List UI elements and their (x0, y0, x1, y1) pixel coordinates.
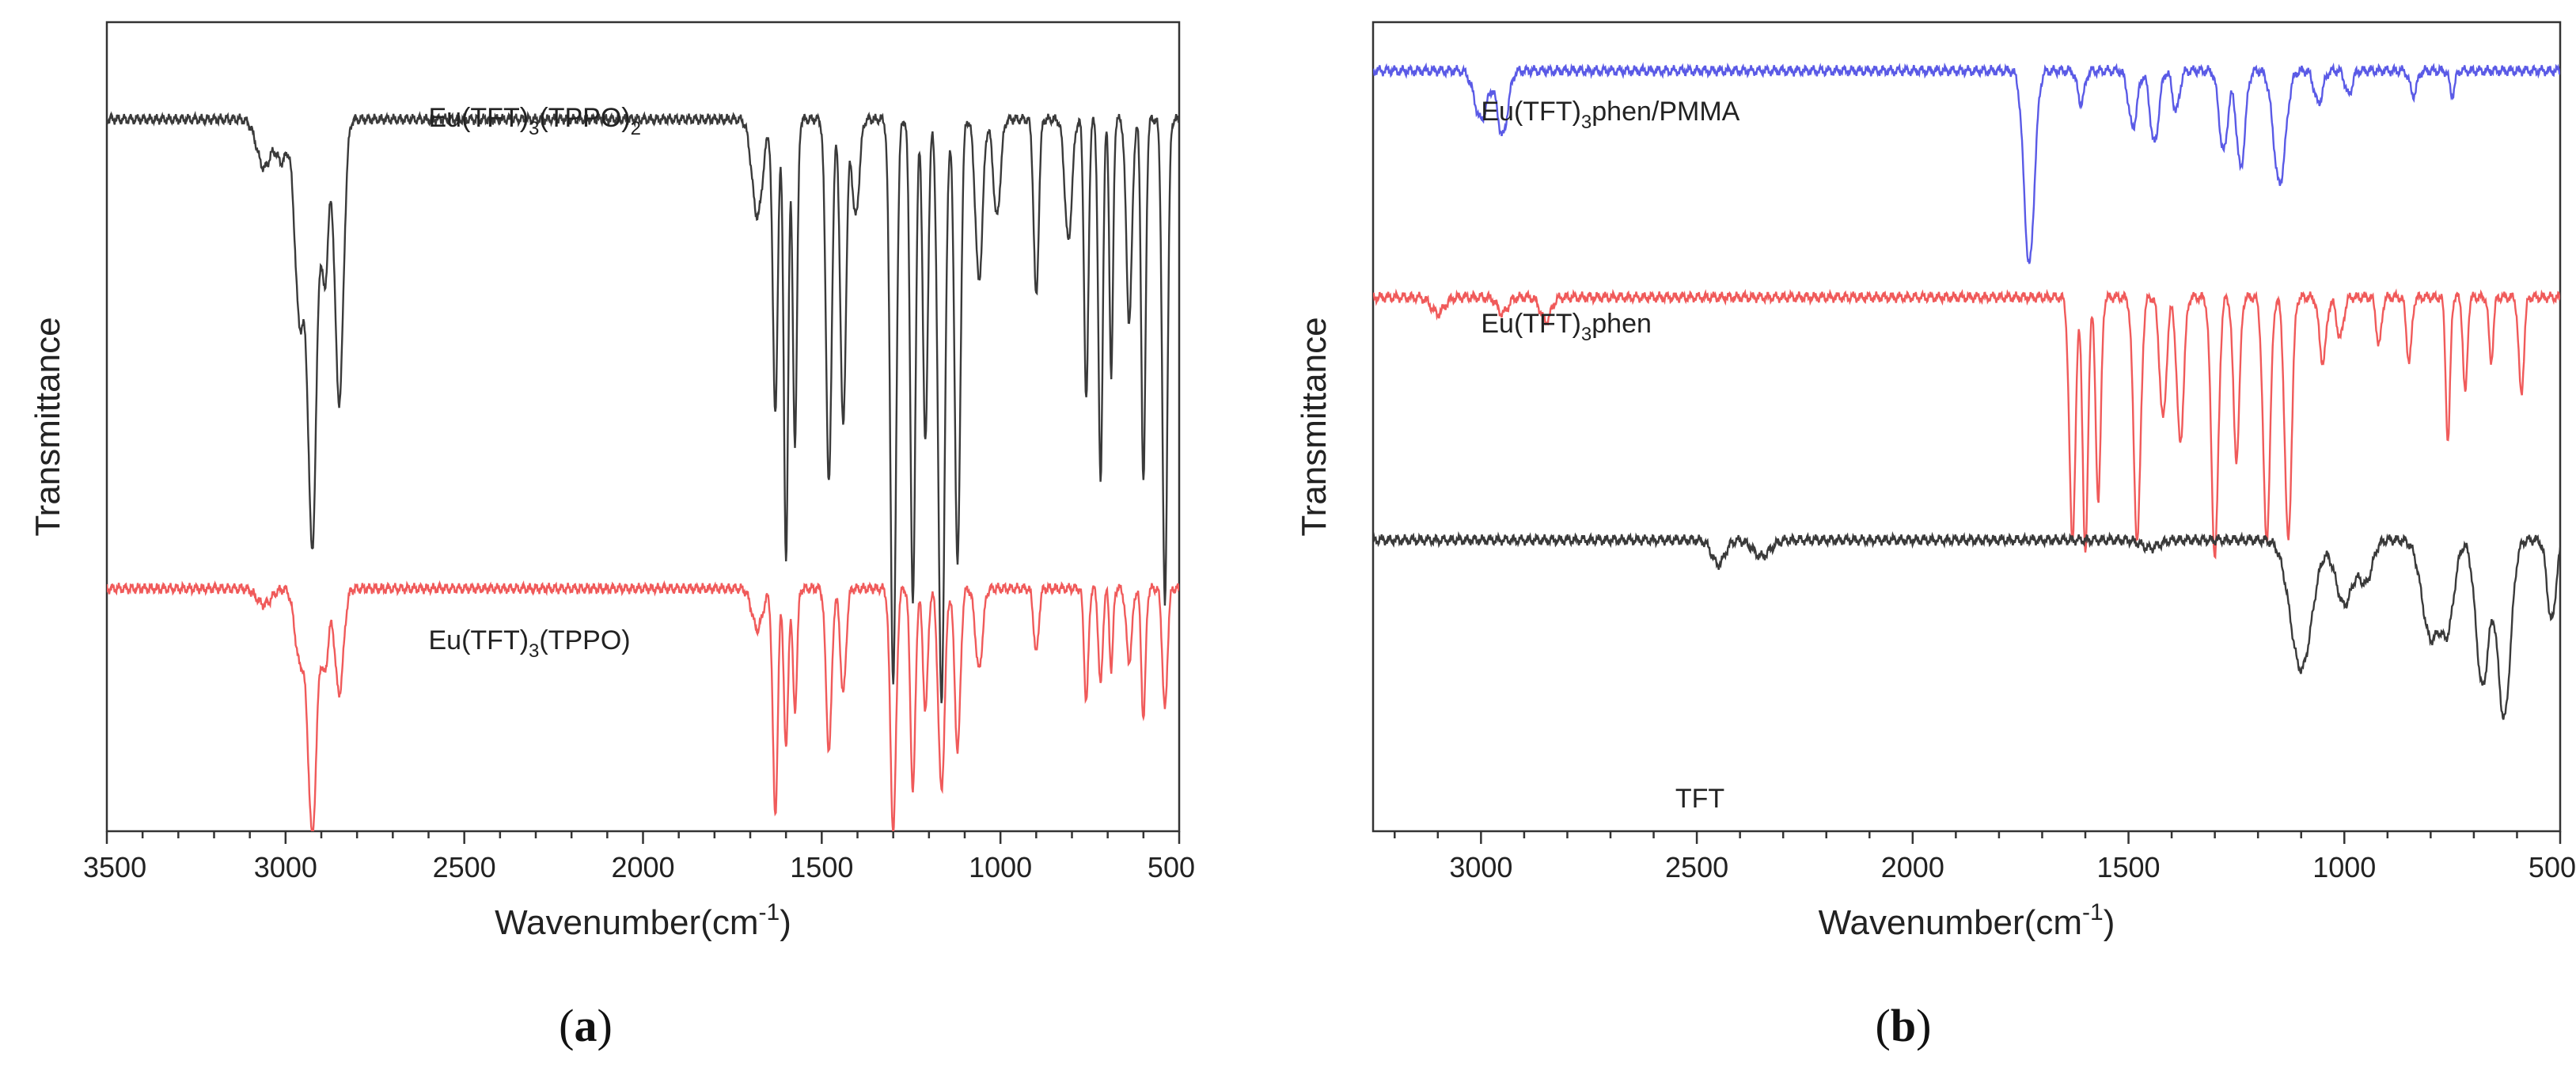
x-tick-label: 500 (1148, 851, 1195, 883)
x-tick-label: 3000 (1449, 851, 1512, 883)
panel-a: 3500 3000 2500 2000 1500 1000 500 Wavenumber(cm… (28, 21, 1195, 1051)
x-tick-label: 1000 (969, 851, 1032, 883)
x-axis-title: Wavenumber(cm-1) (495, 899, 791, 942)
x-tick-label: 3000 (254, 851, 317, 883)
subfigure-label: (a) (559, 1000, 613, 1051)
plot-frame (105, 21, 1181, 833)
series-line (1373, 288, 2560, 560)
series-label: Eu(TFT)3(TPPO)2 (429, 103, 641, 139)
x-tick-label: 500 (2529, 851, 2576, 883)
x-tick-label: 1500 (790, 851, 853, 883)
x-tick-label: 2500 (433, 851, 496, 883)
series-label: Eu(TFT)3(TPPO) (429, 625, 631, 662)
series-line (107, 579, 1179, 831)
x-tick-label: 1000 (2312, 851, 2376, 883)
series-label: Eu(TFT)3phen (1481, 309, 1652, 345)
series-line (1373, 530, 2560, 720)
x-axis-title: Wavenumber(cm-1) (1819, 899, 2115, 942)
x-tick-label: 2000 (611, 851, 674, 883)
x-tick-label: 1500 (2096, 851, 2160, 883)
y-axis-title: Transmittance (28, 317, 67, 536)
x-tick-label: 3500 (83, 851, 146, 883)
x-tick-label: 2500 (1665, 851, 1728, 883)
panel-b: 3000 2500 2000 1500 1000 500 Wavenumber(cm-1) T… (1295, 21, 2576, 1051)
series-line (107, 110, 1179, 704)
series-label: TFT (1675, 784, 1724, 814)
series-label: Eu(TFT)3phen/PMMA (1481, 97, 1739, 133)
plot-frame (1371, 21, 2562, 833)
subfigure-label: (b) (1876, 1000, 1932, 1051)
x-tick-label: 2000 (1881, 851, 1944, 883)
series-line (1373, 62, 2560, 264)
y-axis-title: Transmittance (1295, 317, 1334, 536)
